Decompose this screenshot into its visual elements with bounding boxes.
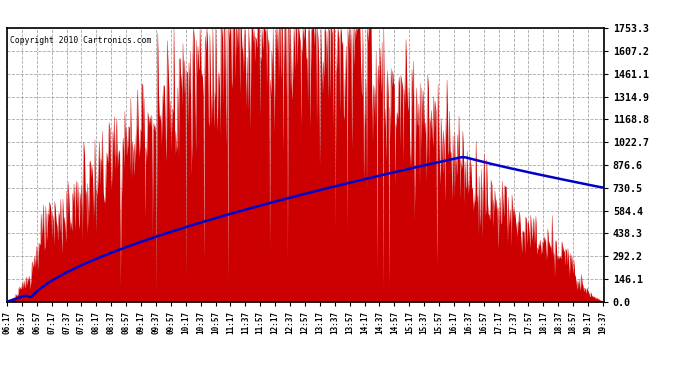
Text: Copyright 2010 Cartronics.com: Copyright 2010 Cartronics.com [10, 36, 151, 45]
Text: West Array Actual Power (red) & Running Average Power (Watts blue)  Thu Aug 5  1: West Array Actual Power (red) & Running … [6, 7, 583, 17]
